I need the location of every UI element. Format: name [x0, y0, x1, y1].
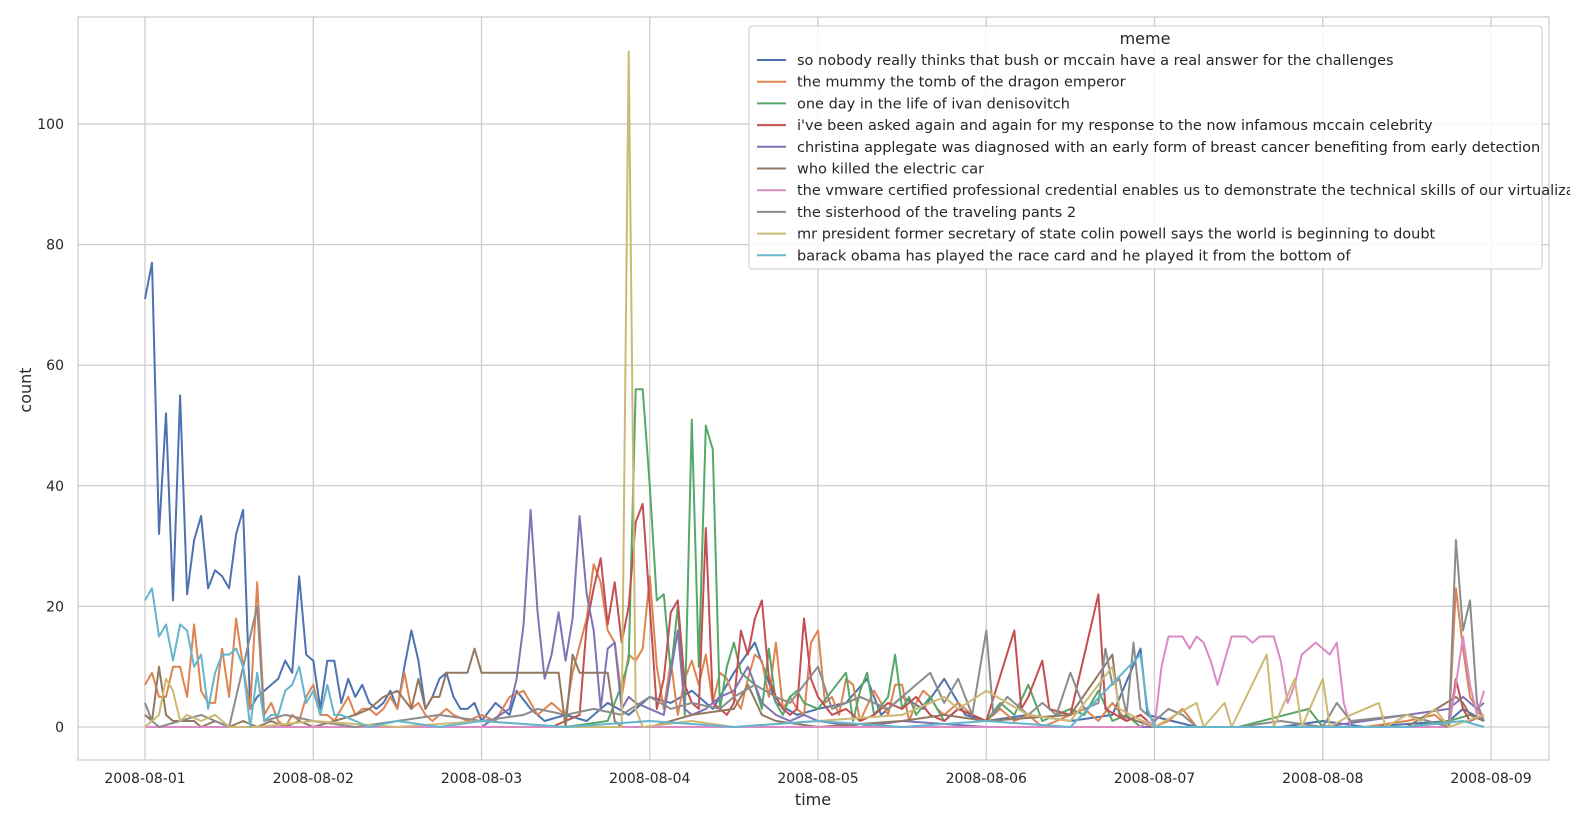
- y-axis-ticks: 0 20 40 60 80 100: [37, 117, 64, 736]
- x-axis-label: time: [795, 790, 831, 809]
- legend-entries: so nobody really thinks that bush or mcc…: [757, 53, 1570, 264]
- series-lines: [144, 50, 1485, 728]
- y-tick-label: 20: [46, 599, 64, 615]
- legend-entry-label: christina applegate was diagnosed with a…: [797, 140, 1540, 156]
- legend-entry-label: the mummy the tomb of the dragon emperor: [797, 75, 1126, 91]
- x-axis-ticks: 2008-08-01 2008-08-02 2008-08-03 2008-08-04…: [104, 771, 1531, 787]
- x-tick-label: 2008-08-04: [609, 771, 690, 787]
- legend-box: [748, 25, 1543, 270]
- x-tick-label: 2008-08-06: [946, 771, 1027, 787]
- x-tick-label: 2008-08-07: [1114, 771, 1195, 787]
- legend: meme so nobody really thinks that bush o…: [748, 25, 1570, 270]
- series-line-4: [145, 502, 1485, 728]
- series-line-9: [144, 50, 1485, 728]
- y-tick-label: 40: [46, 479, 64, 495]
- y-axis-label: count: [16, 367, 35, 412]
- series-line-2: [144, 563, 1485, 728]
- legend-title: meme: [1120, 29, 1171, 48]
- legend-entry-label: mr president former secretary of state c…: [797, 227, 1436, 243]
- legend-entry-label: who killed the electric car: [797, 162, 984, 178]
- plot-area-frame: [77, 16, 1550, 761]
- series-line-3: [145, 388, 1485, 728]
- legend-entry-label: i've been asked again and again for my r…: [797, 118, 1433, 134]
- x-tick-label: 2008-08-08: [1282, 771, 1363, 787]
- x-tick-label: 2008-08-05: [777, 771, 858, 787]
- y-tick-label: 100: [37, 117, 64, 133]
- legend-entry-label: one day in the life of ivan denisovitch: [797, 96, 1070, 112]
- legend-entry-label: so nobody really thinks that bush or mcc…: [797, 53, 1394, 69]
- legend-entry-label: the vmware certified professional creden…: [797, 183, 1570, 199]
- legend-entry-label: barack obama has played the race card an…: [797, 248, 1351, 264]
- y-tick-label: 60: [46, 358, 64, 374]
- series-line-10: [144, 587, 1485, 728]
- y-tick-label: 80: [46, 238, 64, 254]
- y-tick-label: 0: [55, 720, 64, 736]
- series-line-7: [145, 635, 1485, 728]
- x-tick-label: 2008-08-02: [273, 771, 354, 787]
- legend-entry-label: the sisterhood of the traveling pants 2: [797, 205, 1076, 221]
- x-tick-label: 2008-08-03: [441, 771, 522, 787]
- x-tick-label: 2008-08-01: [104, 771, 185, 787]
- x-tick-label: 2008-08-09: [1450, 771, 1531, 787]
